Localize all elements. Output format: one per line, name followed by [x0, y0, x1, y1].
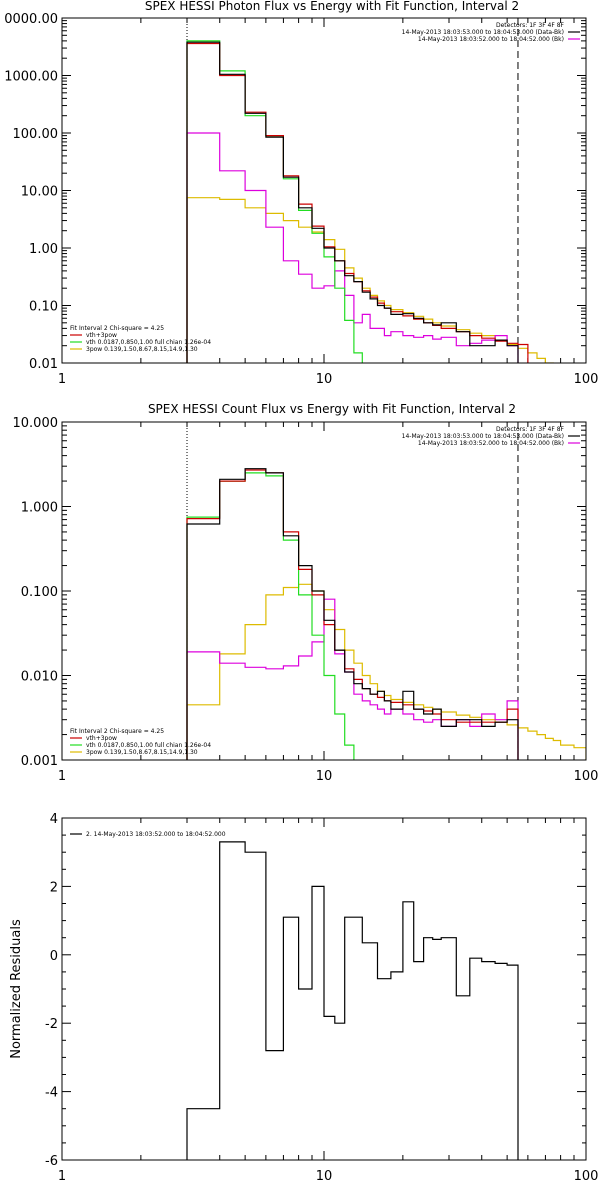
series-data-bk [186, 468, 519, 760]
legend-residual-entry: 2. 14-May-2013 18:03:52.000 to 18:04:52.… [86, 831, 226, 838]
y-axis-label: Normalized Residuals [9, 919, 24, 1059]
x-tick-label: 1 [58, 769, 66, 784]
y-tick-label: 1000.00 [4, 70, 58, 85]
x-tick-label: 100 [574, 372, 599, 387]
series-vth-3pow [186, 42, 529, 363]
legend-top-entry: 14-May-2013 18:03:52.000 to 18:04:52.000… [418, 36, 564, 43]
plot-frame [61, 817, 587, 1161]
legend-bottom-entry: 3pow 0.139,1.50,8.67,8.15,14.9,1.30 [86, 346, 198, 353]
y-tick-label: 1.000 [21, 501, 58, 516]
series-bk [186, 132, 519, 363]
legend-top-entry: Detectors: 1F 3F 4F 8F [496, 426, 565, 433]
x-tick-label: 1 [58, 372, 66, 387]
plot-area [186, 468, 586, 760]
x-tick-label: 100 [574, 769, 599, 784]
y-tick-label: -4 [45, 1086, 58, 1101]
y-tick-label: 0000.00 [4, 12, 58, 27]
legend-bottom-entry: vth 0.0187,0.850,1.00 full chian 1.26e-0… [86, 742, 211, 749]
legend-top-entry: 14-May-2013 18:03:53.000 to 18:04:53.000… [402, 29, 564, 36]
x-tick-label: 1 [58, 1169, 66, 1184]
plot-frame [61, 17, 587, 364]
y-tick-label: 0.01 [29, 357, 58, 372]
y-tick-label: 0.10 [29, 300, 58, 315]
y-tick-label: 0.001 [21, 754, 58, 769]
y-tick-label: 10.000 [13, 416, 59, 431]
legend-top-entry: 14-May-2013 18:03:52.000 to 18:04:52.000… [418, 440, 564, 447]
legend-bottom-entry: 3pow 0.139,1.50,8.67,8.15,14.9,1.30 [86, 749, 198, 756]
y-tick-label: -2 [45, 1017, 58, 1032]
chart-title: SPEX HESSI Count Flux vs Energy with Fit… [148, 402, 516, 416]
x-tick-label: 10 [316, 372, 333, 387]
series-3pow [186, 583, 586, 760]
legend-bottom-entry: vth+3pow [86, 735, 117, 742]
series-bk [186, 598, 519, 760]
legend-bottom-entry: Fit Interval 2 Chi-square = 4.25 [70, 325, 164, 332]
y-tick-label: 0.100 [21, 585, 58, 600]
plot-area [186, 841, 519, 1160]
plot-area [186, 40, 554, 363]
chart-panel-3: Normalized Residuals 1 10 100 -6 -4 -2 0 2 4 2. 14… [9, 812, 598, 1184]
x-tick-label: 10 [316, 769, 333, 784]
y-tick-label: 2 [50, 880, 58, 895]
x-tick-label: 100 [574, 1169, 599, 1184]
plot-frame [61, 421, 587, 761]
series-vth [186, 472, 355, 760]
y-tick-label: 100.00 [13, 127, 59, 142]
y-tick-label: 4 [50, 812, 58, 827]
y-tick-label: 10.00 [21, 185, 58, 200]
x-tick-label: 10 [316, 1169, 333, 1184]
legend-bottom-entry: vth 0.0187,0.850,1.00 full chian 1.26e-0… [86, 339, 211, 346]
y-tick-label: -6 [45, 1154, 58, 1169]
legend-bottom-entry: Fit Interval 2 Chi-square = 4.25 [70, 728, 164, 735]
chart-panel-2: SPEX HESSI Count Flux vs Energy with Fit… [13, 402, 599, 784]
chart-title: SPEX HESSI Photon Flux vs Energy with Fi… [145, 0, 519, 13]
legend-top-entry: Detectors: 1F 3F 4F 8F [496, 22, 565, 29]
y-tick-label: 0 [50, 949, 58, 964]
series-2-14-may-2013-18-03-52-000-to-18-04-52-000 [186, 841, 519, 1160]
series-vth-3pow [186, 469, 519, 760]
series-3pow [186, 197, 554, 363]
legend-top-entry: 14-May-2013 18:03:53.000 to 18:04:53.000… [402, 433, 564, 440]
chart-panel-1: SPEX HESSI Photon Flux vs Energy with Fi… [4, 0, 598, 387]
y-tick-label: 0.010 [21, 670, 58, 685]
series-data-bk [186, 41, 519, 363]
series-vth [186, 40, 363, 363]
legend-bottom-entry: vth+3pow [86, 332, 117, 339]
y-tick-label: 1.00 [29, 242, 58, 257]
